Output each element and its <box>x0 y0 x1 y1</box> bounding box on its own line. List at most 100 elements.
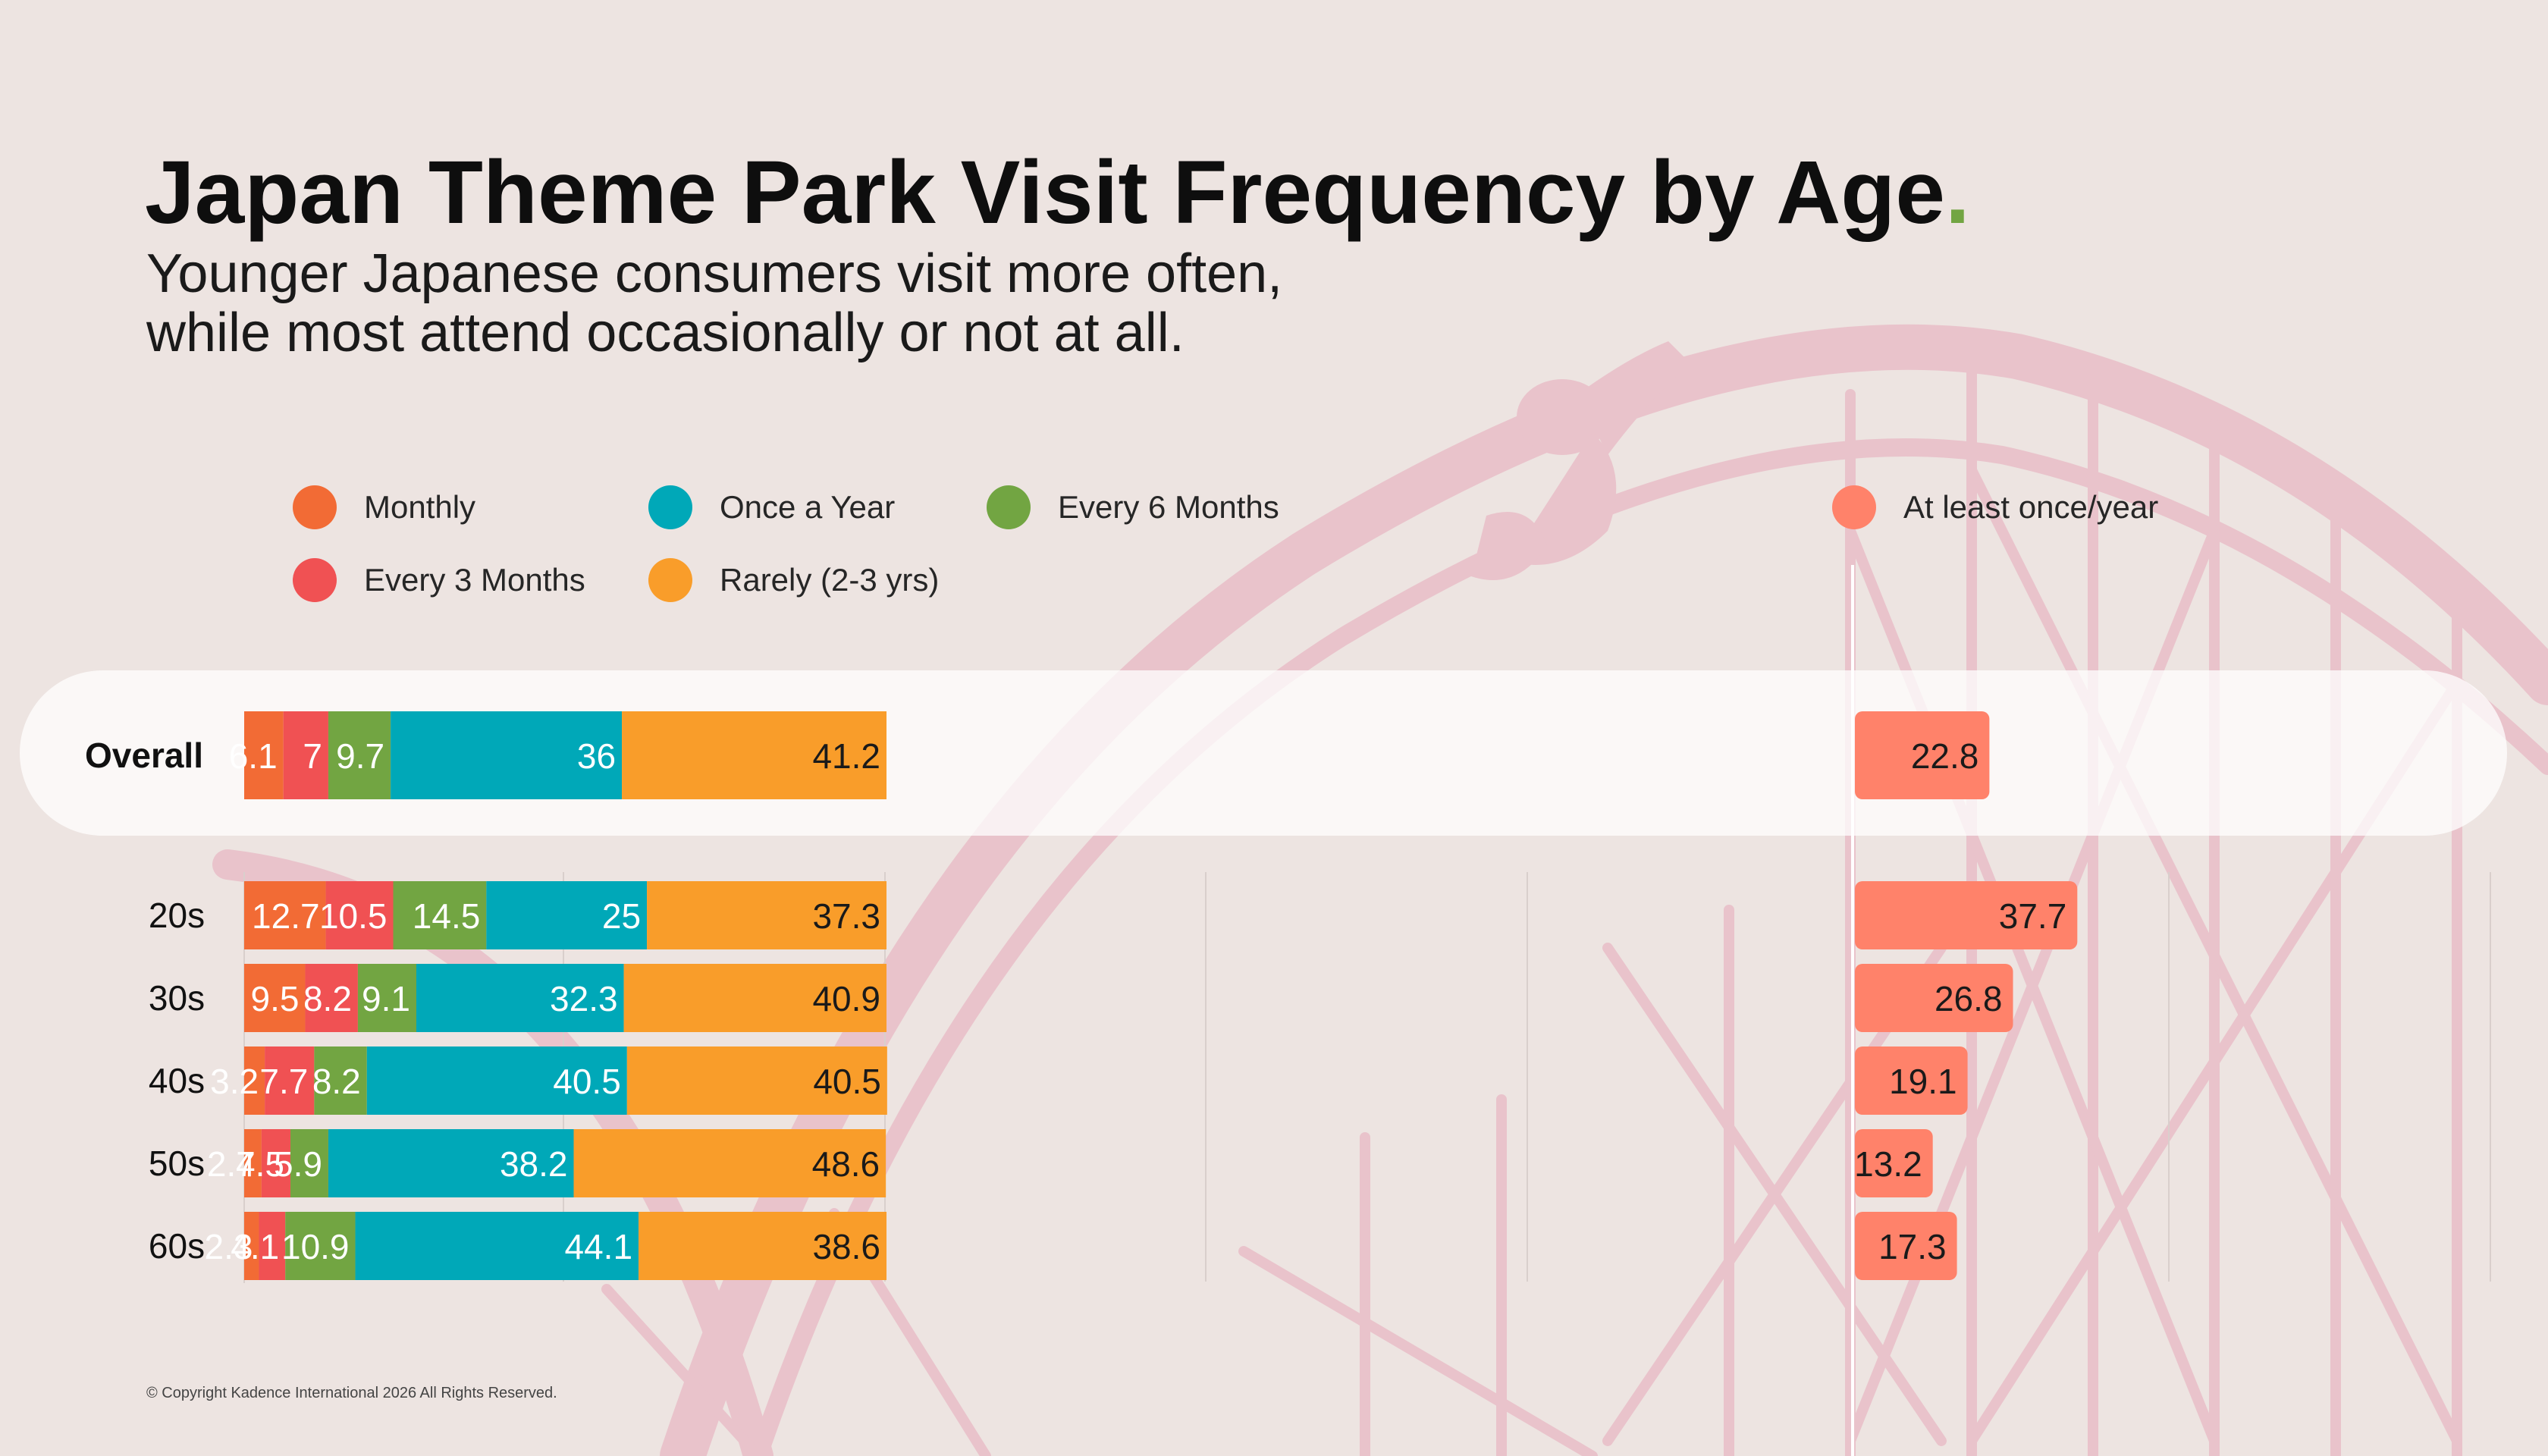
category-label-40s: 40s <box>149 1061 205 1100</box>
bar-every-6-months-40s <box>314 1046 367 1115</box>
data-label-at-least-once-year-40s: 19.1 <box>1889 1062 1957 1101</box>
category-label-60s: 60s <box>149 1226 205 1266</box>
chart-subtitle: Younger Japanese consumers visit more of… <box>146 244 1282 362</box>
data-label-rarely-2-3-yrs-30s: 40.9 <box>812 979 880 1018</box>
data-label-at-least-once-year-50s: 13.2 <box>1854 1144 1922 1184</box>
legend-swatch-rarely <box>648 558 692 602</box>
bar-once-a-year-20s <box>486 881 648 949</box>
bar-rarely-2-3-yrs-overall <box>622 711 886 799</box>
bar-at-least-once-year-overall <box>1855 711 1990 799</box>
legend-label-every-6-months: Every 6 Months <box>1058 489 1279 525</box>
chart-title: Japan Theme Park Visit Frequency by Age. <box>145 141 1970 244</box>
data-label-at-least-once-year-60s: 17.3 <box>1878 1227 1947 1266</box>
legend-item-once-a-year: Once a Year <box>648 485 895 529</box>
data-label-once-a-year-overall: 36 <box>577 736 616 776</box>
data-label-every-6-months-30s: 9.1 <box>362 979 410 1018</box>
legend-label-rarely: Rarely (2-3 yrs) <box>720 562 940 598</box>
data-label-every-3-months-20s: 10.5 <box>319 896 388 936</box>
bar-at-least-once-year-60s <box>1855 1212 1957 1280</box>
bar-once-a-year-60s <box>355 1212 639 1280</box>
legend-item-every-6-months: Every 6 Months <box>987 485 1279 529</box>
bar-every-6-months-30s <box>357 964 416 1032</box>
bar-monthly-30s <box>244 964 306 1032</box>
data-label-rarely-2-3-yrs-20s: 37.3 <box>812 896 880 936</box>
bar-once-a-year-30s <box>416 964 624 1032</box>
data-label-monthly-20s: 12.7 <box>252 896 320 936</box>
data-label-every-6-months-60s: 10.9 <box>281 1227 350 1266</box>
data-label-at-least-once-year-30s: 26.8 <box>1935 979 2003 1018</box>
legend-label-once-a-year: Once a Year <box>720 489 896 525</box>
bar-rarely-2-3-yrs-20s <box>647 881 886 949</box>
bar-rarely-2-3-yrs-40s <box>626 1046 887 1115</box>
legend-swatch-every-6-months <box>987 485 1031 529</box>
bar-rarely-2-3-yrs-50s <box>573 1129 886 1197</box>
bar-at-least-once-year-20s <box>1855 881 2078 949</box>
data-label-monthly-60s: 2.3 <box>205 1227 253 1266</box>
legend-swatch-once-a-year <box>648 485 692 529</box>
legend-label-every-3-months: Every 3 Months <box>364 562 585 598</box>
bar-every-6-months-50s <box>290 1129 328 1197</box>
bar-once-a-year-50s <box>328 1129 574 1197</box>
bar-at-least-once-year-30s <box>1855 964 2013 1032</box>
bar-every-3-months-20s <box>325 881 394 949</box>
legend-swatch-every-3-months <box>293 558 337 602</box>
copyright-notice: © Copyright Kadence International 2026 A… <box>146 1385 557 1401</box>
category-label-overall: Overall <box>85 736 203 775</box>
bar-monthly-20s <box>244 881 326 949</box>
data-label-at-least-once-year-20s: 37.7 <box>1999 896 2067 936</box>
data-label-rarely-2-3-yrs-60s: 38.6 <box>812 1227 880 1266</box>
bar-every-3-months-overall <box>283 711 328 799</box>
bar-once-a-year-overall <box>391 711 623 799</box>
category-label-20s: 20s <box>149 896 205 935</box>
legend-item-every-3-months: Every 3 Months <box>293 558 585 602</box>
bar-rarely-2-3-yrs-60s <box>639 1212 886 1280</box>
bar-once-a-year-40s <box>366 1046 627 1115</box>
bar-rarely-2-3-yrs-30s <box>623 964 886 1032</box>
data-label-every-3-months-overall: 7 <box>303 736 322 776</box>
legend-swatch-at-least-once <box>1832 485 1876 529</box>
subtitle-line-1: Younger Japanese consumers visit more of… <box>146 243 1283 304</box>
bar-every-3-months-60s <box>259 1212 286 1280</box>
bar-monthly-60s <box>244 1212 259 1280</box>
bar-every-6-months-overall <box>328 711 391 799</box>
data-label-every-6-months-overall: 9.7 <box>336 736 384 776</box>
category-label-30s: 30s <box>149 978 205 1018</box>
data-label-monthly-40s: 3.2 <box>210 1062 259 1101</box>
legend-label-at-least-once: At least once/year <box>1903 489 2159 525</box>
bar-every-3-months-30s <box>305 964 358 1032</box>
data-label-every-3-months-50s: 4.5 <box>236 1144 284 1184</box>
bar-every-3-months-40s <box>265 1046 315 1115</box>
bar-monthly-50s <box>244 1129 262 1197</box>
data-label-monthly-overall: 6.1 <box>229 736 278 776</box>
data-label-monthly-50s: 2.7 <box>207 1144 256 1184</box>
title-accent-dot: . <box>1945 143 1970 243</box>
data-label-rarely-2-3-yrs-40s: 40.5 <box>813 1062 881 1101</box>
legend-label-monthly: Monthly <box>364 489 476 525</box>
legend-item-at-least-once: At least once/year <box>1832 485 2158 529</box>
data-label-rarely-2-3-yrs-overall: 41.2 <box>812 736 880 776</box>
legend-item-rarely: Rarely (2-3 yrs) <box>648 558 939 602</box>
data-label-once-a-year-20s: 25 <box>602 896 641 936</box>
category-label-50s: 50s <box>149 1144 205 1183</box>
bar-every-3-months-50s <box>261 1129 290 1197</box>
data-label-every-6-months-40s: 8.2 <box>312 1062 361 1101</box>
data-label-once-a-year-60s: 44.1 <box>565 1227 633 1266</box>
legend-item-monthly: Monthly <box>293 485 475 529</box>
chart-title-text: Japan Theme Park Visit Frequency by Age <box>145 143 1946 243</box>
data-label-every-3-months-60s: 4.1 <box>231 1227 279 1266</box>
data-label-every-6-months-20s: 14.5 <box>413 896 481 936</box>
data-label-monthly-30s: 9.5 <box>251 979 300 1018</box>
bar-at-least-once-year-50s <box>1855 1129 1933 1197</box>
data-label-once-a-year-40s: 40.5 <box>553 1062 621 1101</box>
bar-every-6-months-20s <box>393 881 487 949</box>
data-label-once-a-year-50s: 38.2 <box>500 1144 568 1184</box>
bar-monthly-overall <box>244 711 284 799</box>
bar-monthly-40s <box>244 1046 265 1115</box>
data-label-every-6-months-50s: 5.9 <box>274 1144 322 1184</box>
legend-swatch-monthly <box>293 485 337 529</box>
data-label-rarely-2-3-yrs-50s: 48.6 <box>812 1144 880 1184</box>
bar-at-least-once-year-40s <box>1855 1046 1968 1115</box>
subtitle-line-2: while most attend occasionally or not at… <box>146 303 1185 363</box>
data-label-every-3-months-30s: 8.2 <box>303 979 352 1018</box>
